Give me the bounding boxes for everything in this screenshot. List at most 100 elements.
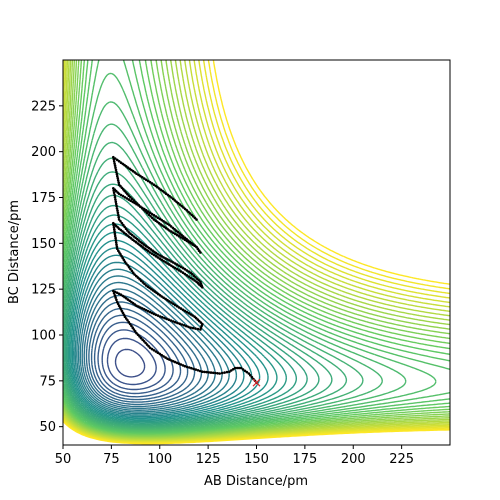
trajectory-point (187, 325, 190, 329)
trajectory-point (115, 172, 119, 176)
contour-level (88, 301, 196, 403)
trajectory-point (151, 249, 154, 252)
trajectory-point (247, 372, 251, 375)
trajectory-point (119, 220, 122, 223)
trajectory-point (194, 327, 197, 330)
contour-level (63, 171, 333, 427)
trajectory-point (149, 215, 152, 218)
contour-level (66, 204, 297, 424)
trajectory-point (167, 318, 171, 322)
trajectory-point (154, 215, 158, 218)
contour-level (63, 60, 450, 433)
trajectory-point (170, 359, 173, 362)
trajectory-point (168, 300, 171, 303)
contour-level (63, 60, 450, 435)
trajectory-point (179, 270, 183, 273)
trajectory-point (196, 369, 200, 372)
trajectory-point (152, 312, 156, 316)
trajectory-point (158, 257, 162, 260)
trajectory-point (114, 166, 117, 169)
y-tick-label: 75 (39, 374, 56, 389)
trajectory-point (166, 357, 169, 361)
trajectory-point (181, 308, 185, 312)
y-axis-title: BC Distance/pm (7, 200, 22, 304)
trajectory-point (126, 264, 129, 267)
trajectory-point (147, 213, 151, 216)
trajectory-point (158, 254, 162, 257)
x-tick-label: 125 (196, 452, 221, 467)
trajectory-point (131, 326, 134, 330)
contour-lines (63, 60, 450, 445)
trajectory-point (146, 309, 150, 313)
trajectory-point (148, 251, 152, 254)
trajectory-point (228, 370, 231, 374)
y-tick-label: 150 (31, 237, 56, 252)
trajectory-point (124, 227, 128, 230)
trajectory-point (112, 191, 116, 195)
trajectory-point (185, 209, 189, 212)
trajectory-point (141, 246, 145, 249)
trajectory-point (135, 202, 139, 205)
trajectory-point (170, 260, 173, 263)
x-tick-label: 150 (244, 452, 269, 467)
trajectory-point (162, 259, 165, 263)
trajectory-point (223, 371, 226, 374)
trajectory-point (193, 279, 196, 282)
trajectory-point (249, 374, 252, 377)
trajectory-point (243, 369, 247, 373)
trajectory-point (189, 276, 192, 280)
contour-level (64, 183, 320, 426)
trajectory-point (150, 347, 154, 351)
trajectory-point (152, 213, 156, 217)
y-tick-label: 175 (31, 191, 56, 206)
trajectory-point (214, 371, 217, 375)
contour-level (106, 337, 157, 386)
trajectory-point (154, 254, 158, 258)
trajectory-point (151, 216, 154, 220)
trajectory-point (173, 232, 177, 236)
trajectory-point (171, 197, 175, 201)
trajectory-point (113, 294, 117, 297)
trajectory-point (113, 162, 116, 165)
trajectory-point (113, 230, 116, 233)
trajectory-point (156, 314, 160, 317)
x-tick-label: 225 (389, 452, 414, 467)
trajectory-point (176, 230, 180, 234)
trajectory-point (230, 369, 233, 372)
trajectory-point (175, 267, 179, 271)
trajectory-point (117, 192, 121, 196)
trajectory-point (181, 237, 185, 240)
trajectory-point (113, 228, 116, 231)
trajectory-point (113, 290, 117, 294)
trajectory-point (175, 361, 179, 365)
trajectory-point (187, 275, 191, 278)
trajectory-point (170, 230, 173, 233)
trajectory-point (137, 173, 140, 177)
trajectory-point (160, 218, 163, 222)
trajectory-point (138, 277, 141, 281)
trajectory-point (125, 262, 128, 265)
trajectory-point (172, 265, 175, 269)
trajectory-point (182, 324, 186, 327)
trajectory-point (177, 306, 181, 309)
trajectory-point (115, 207, 119, 210)
trajectory-point (127, 320, 131, 324)
trajectory-point (152, 349, 156, 352)
trajectory-point (178, 203, 182, 206)
trajectory-point (191, 277, 194, 281)
trajectory-point (209, 371, 213, 374)
contour-level (74, 254, 245, 416)
trajectory-point (117, 249, 120, 252)
trajectory-point (147, 249, 150, 253)
trajectory-point (141, 307, 144, 310)
trajectory-point (129, 267, 132, 271)
trajectory-point (175, 233, 179, 237)
trajectory-point (195, 277, 199, 281)
trajectory-point (232, 367, 235, 371)
trajectory-point (241, 368, 245, 371)
contour-level (79, 275, 223, 411)
trajectory-point (143, 177, 146, 180)
trajectory-point (169, 319, 173, 322)
trajectory-point (134, 200, 137, 204)
trajectory-point (130, 269, 134, 273)
